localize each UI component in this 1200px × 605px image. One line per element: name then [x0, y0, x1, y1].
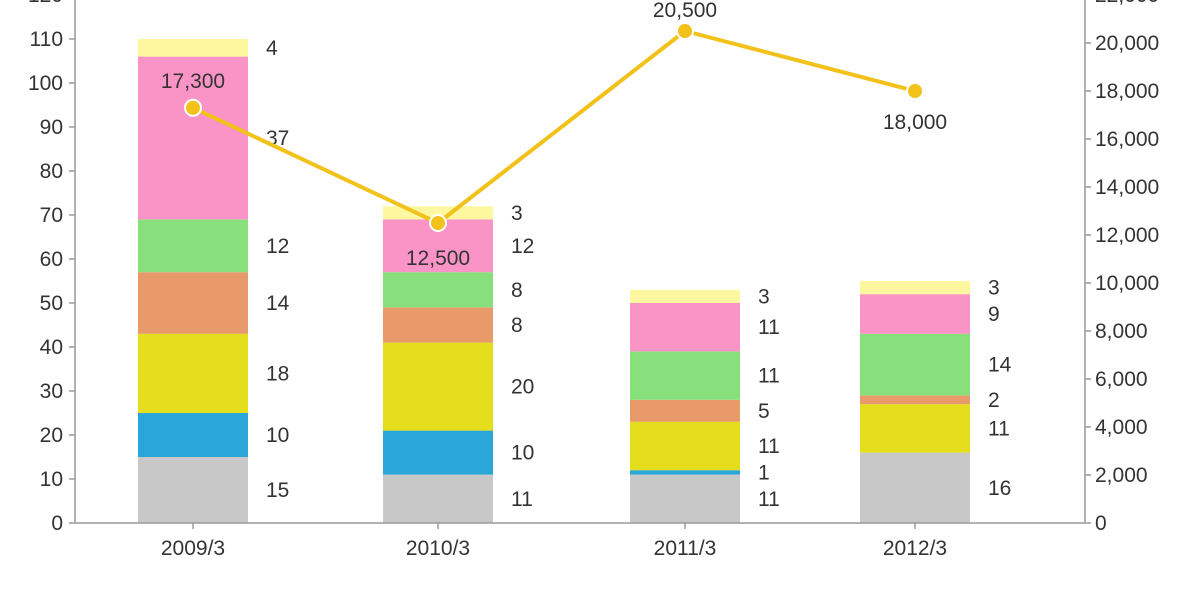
left-tick-label: 110 — [30, 28, 63, 51]
bar-segment-2012/3-s6 — [860, 294, 970, 334]
segment-label: 10 — [511, 442, 534, 465]
line-value-label: 20,500 — [653, 0, 717, 22]
right-tick-label: 8,000 — [1095, 320, 1148, 343]
category-label: 2009/3 — [161, 537, 225, 560]
bar-segment-2010/3-s1 — [383, 474, 493, 523]
bar-segment-2011/3-s1 — [630, 474, 740, 523]
right-tick-label: 2,000 — [1095, 464, 1148, 487]
segment-label: 9 — [988, 303, 1000, 326]
left-tick-label: 90 — [40, 116, 63, 139]
left-tick-label: 50 — [40, 292, 63, 315]
segment-label: 4 — [266, 37, 278, 60]
segment-label: 1 — [758, 461, 770, 484]
line-series: 17,300 12,500 20,500 18,000 — [161, 0, 947, 270]
segment-label: 14 — [266, 292, 290, 315]
left-tick-label: 120 — [28, 0, 63, 7]
line-value-label: 17,300 — [161, 70, 225, 93]
line-point — [676, 22, 694, 40]
segment-labels: 1510181412374111020881231111151111316112… — [266, 37, 1012, 511]
axes: 010203040506070809010011012002,0004,0006… — [28, 0, 1159, 560]
bar-segment-2011/3-s5 — [630, 351, 740, 400]
bar-segment-2010/3-s5 — [383, 272, 493, 308]
bar-segment-2009/3-s6 — [138, 56, 248, 220]
line-point — [429, 214, 447, 232]
bar-segment-2011/3-s6 — [630, 303, 740, 352]
bar-segment-2012/3-s7 — [860, 281, 970, 295]
right-tick-label: 6,000 — [1095, 368, 1148, 391]
category-label: 2012/3 — [883, 537, 947, 560]
bar-segment-2009/3-s3 — [138, 333, 248, 413]
left-tick-label: 40 — [40, 336, 63, 359]
segment-label: 14 — [988, 354, 1012, 377]
right-tick-label: 12,000 — [1095, 224, 1159, 247]
right-tick-label: 10,000 — [1095, 272, 1159, 295]
segment-label: 11 — [758, 488, 780, 511]
segment-label: 8 — [511, 279, 523, 302]
bar-segment-2012/3-s1 — [860, 452, 970, 523]
segment-label: 10 — [266, 424, 289, 447]
bar-segment-2010/3-s3 — [383, 342, 493, 431]
bar-segment-2009/3-s4 — [138, 272, 248, 334]
bar-segment-2010/3-s2 — [383, 430, 493, 475]
segment-label: 5 — [758, 400, 770, 423]
left-tick-label: 100 — [28, 72, 63, 95]
right-tick-label: 14,000 — [1095, 176, 1159, 199]
bar-segment-2009/3-s2 — [138, 413, 248, 457]
bar-segment-2011/3-s7 — [630, 289, 740, 303]
bar-segment-2011/3-s3 — [630, 421, 740, 471]
right-tick-label: 16,000 — [1095, 128, 1159, 151]
line-value-label: 12,500 — [406, 247, 470, 270]
right-tick-label: 0 — [1095, 512, 1107, 535]
segment-label: 16 — [988, 477, 1011, 500]
segment-label: 3 — [758, 285, 770, 308]
segment-label: 15 — [266, 479, 289, 502]
right-tick-label: 18,000 — [1095, 80, 1159, 103]
left-tick-label: 30 — [40, 380, 63, 403]
line-path — [192, 29, 916, 225]
bar-segment-2012/3-s3 — [860, 404, 970, 453]
right-tick-label: 22,000 — [1095, 0, 1159, 7]
category-label: 2010/3 — [406, 537, 470, 560]
bar-segment-2009/3-s1 — [138, 457, 248, 523]
segment-label: 3 — [511, 202, 523, 225]
segment-label: 11 — [758, 365, 780, 388]
bar-segment-2010/3-s4 — [383, 307, 493, 343]
segment-label: 12 — [266, 235, 289, 258]
line-point — [184, 98, 202, 117]
bar-segment-2012/3-s4 — [860, 395, 970, 405]
segment-label: 11 — [758, 435, 780, 458]
bar-segment-2009/3-s5 — [138, 219, 248, 273]
segment-label: 20 — [511, 376, 534, 399]
left-tick-label: 0 — [51, 512, 63, 535]
bar-segment-2009/3-s7 — [138, 39, 248, 57]
left-tick-label: 20 — [40, 424, 63, 447]
right-tick-label: 4,000 — [1095, 416, 1148, 439]
bar-stacks — [138, 39, 970, 523]
segment-label: 8 — [511, 314, 523, 337]
segment-label: 18 — [266, 362, 289, 385]
category-label: 2011/3 — [654, 537, 717, 560]
segment-label: 3 — [988, 277, 1000, 300]
left-tick-label: 80 — [40, 160, 63, 183]
segment-label: 11 — [988, 417, 1010, 440]
left-tick-label: 70 — [40, 204, 63, 227]
segment-label: 12 — [511, 235, 534, 258]
segment-label: 11 — [511, 488, 533, 511]
segment-label: 11 — [758, 316, 780, 339]
left-tick-label: 60 — [40, 248, 63, 271]
bar-segment-2011/3-s2 — [630, 470, 740, 475]
line-value-label: 18,000 — [883, 111, 947, 134]
segment-label: 2 — [988, 389, 1000, 412]
line-point — [906, 82, 924, 100]
bar-segment-2012/3-s5 — [860, 333, 970, 396]
bar-segment-2011/3-s4 — [630, 399, 740, 422]
right-tick-label: 20,000 — [1095, 32, 1159, 55]
left-tick-label: 10 — [40, 468, 63, 491]
